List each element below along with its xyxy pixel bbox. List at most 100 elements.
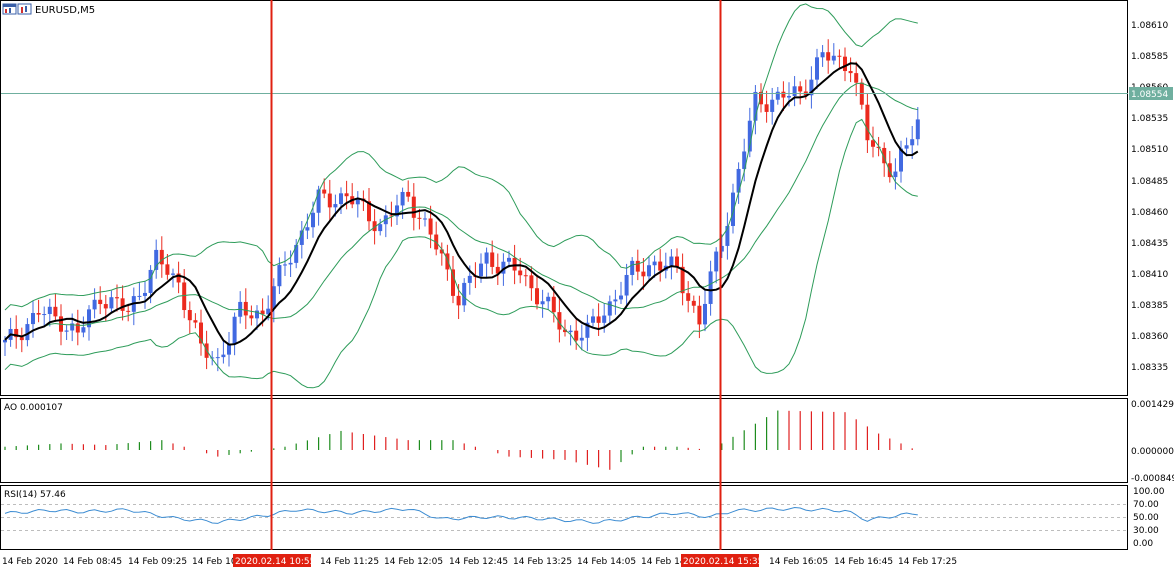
symbol-label: EURUSD,M5 <box>35 5 95 16</box>
candle-body <box>764 104 769 112</box>
candle-body <box>568 330 573 333</box>
candle-body <box>271 286 276 309</box>
candle-body <box>159 249 164 265</box>
candle-body <box>641 271 646 277</box>
candle-body <box>193 320 198 323</box>
candle-body <box>703 303 707 325</box>
candle-body <box>367 201 371 222</box>
candle-body <box>904 145 909 149</box>
candle-body <box>42 314 47 316</box>
candle-body <box>3 339 7 343</box>
candle-body <box>848 71 853 74</box>
candle-body <box>372 221 377 232</box>
candle-body <box>619 295 623 300</box>
candle-body <box>781 91 786 98</box>
candle-body <box>389 215 394 217</box>
symbol-header[interactable]: EURUSD,M5 <box>2 3 95 16</box>
candle-body <box>187 310 192 321</box>
candle-body <box>635 260 640 272</box>
candlestick-series <box>3 39 920 372</box>
candle-body <box>736 168 741 193</box>
candle-body <box>837 55 842 57</box>
candle-body <box>591 316 595 323</box>
candle-body <box>607 301 612 316</box>
main-pane[interactable] <box>0 0 1128 396</box>
candle-body <box>81 327 86 333</box>
candle-body <box>647 265 651 277</box>
candle-body <box>501 261 506 274</box>
candle-body <box>596 316 601 323</box>
candle-body <box>92 299 97 310</box>
candle-body <box>529 275 534 289</box>
candle-body <box>316 189 321 213</box>
candle-body <box>669 256 674 266</box>
candle-body <box>512 257 517 271</box>
candle-body <box>820 52 825 58</box>
candle-body <box>658 261 663 271</box>
candle-body <box>697 305 702 325</box>
candle-body <box>109 297 114 309</box>
candle-body <box>115 297 119 299</box>
candle-body <box>277 265 282 287</box>
middle-band <box>4 82 918 341</box>
candle-body <box>787 95 791 98</box>
candle-body <box>176 273 181 283</box>
candle-body <box>714 251 719 272</box>
candle-body <box>546 296 551 302</box>
candle-body <box>451 269 455 296</box>
candle-body <box>221 354 226 358</box>
current-price-value: 1.08554 <box>1131 90 1168 100</box>
price-tick: 1.08485 <box>1131 177 1168 187</box>
ao-label: AO 0.000107 <box>4 403 63 413</box>
candle-body <box>165 264 170 275</box>
price-axis[interactable]: 1.08610 1.08585 1.08560 1.08535 1.08510 … <box>1131 21 1168 373</box>
candle-body <box>871 140 875 147</box>
price-tick: 1.08410 <box>1131 270 1168 280</box>
candle-body <box>557 312 562 330</box>
rsi-axis[interactable]: 100.00 70.00 50.00 30.00 0.00 <box>1133 487 1165 549</box>
candle-body <box>103 304 108 309</box>
upper-band <box>4 3 918 311</box>
candle-body <box>137 295 142 297</box>
candle-body <box>311 212 315 228</box>
ao-pane[interactable] <box>0 398 1128 483</box>
candle-body <box>708 271 713 304</box>
time-marker-label-1: 2020.02.14 10:55 <box>235 557 315 567</box>
candle-body <box>479 263 483 277</box>
candle-body <box>299 230 304 245</box>
time-tick: 14 Feb 16:05 <box>769 557 828 567</box>
candle-body <box>770 99 775 112</box>
candle-body <box>915 119 920 140</box>
candle-body <box>725 225 730 246</box>
candle-body <box>227 343 231 355</box>
price-tick: 1.08385 <box>1131 301 1168 311</box>
candle-body <box>882 147 887 164</box>
price-tick: 1.08435 <box>1131 239 1168 249</box>
candle-body <box>893 171 898 178</box>
candle-body <box>540 301 545 305</box>
candle-body <box>14 328 19 338</box>
time-tick: 14 Feb 14 <box>641 557 686 567</box>
lower-band <box>4 118 918 389</box>
candle-body <box>148 269 153 293</box>
candle-body <box>327 193 332 208</box>
ma-path <box>4 62 919 346</box>
candle-body <box>809 79 814 96</box>
candle-body <box>742 151 747 169</box>
candle-body <box>439 249 444 254</box>
ao-axis[interactable]: 0.001429 0.000000 -0.000849 <box>1131 400 1174 484</box>
time-tick: 14 Feb 16:45 <box>834 557 893 567</box>
price-tick: 1.08360 <box>1131 332 1168 342</box>
candle-body <box>759 91 763 105</box>
time-marker-label-2: 2020.02.14 15:35 <box>683 557 763 567</box>
ao-tick: 0.000000 <box>1131 447 1174 457</box>
rsi-tick: 0.00 <box>1133 539 1153 549</box>
candle-body <box>47 306 52 315</box>
candle-body <box>249 315 254 319</box>
candle-body <box>747 120 752 152</box>
candle-body <box>154 249 159 270</box>
time-axis[interactable]: 14 Feb 2020 14 Feb 08:45 14 Feb 09:25 14… <box>2 557 957 567</box>
candle-body <box>400 191 405 206</box>
candle-body <box>406 191 411 197</box>
